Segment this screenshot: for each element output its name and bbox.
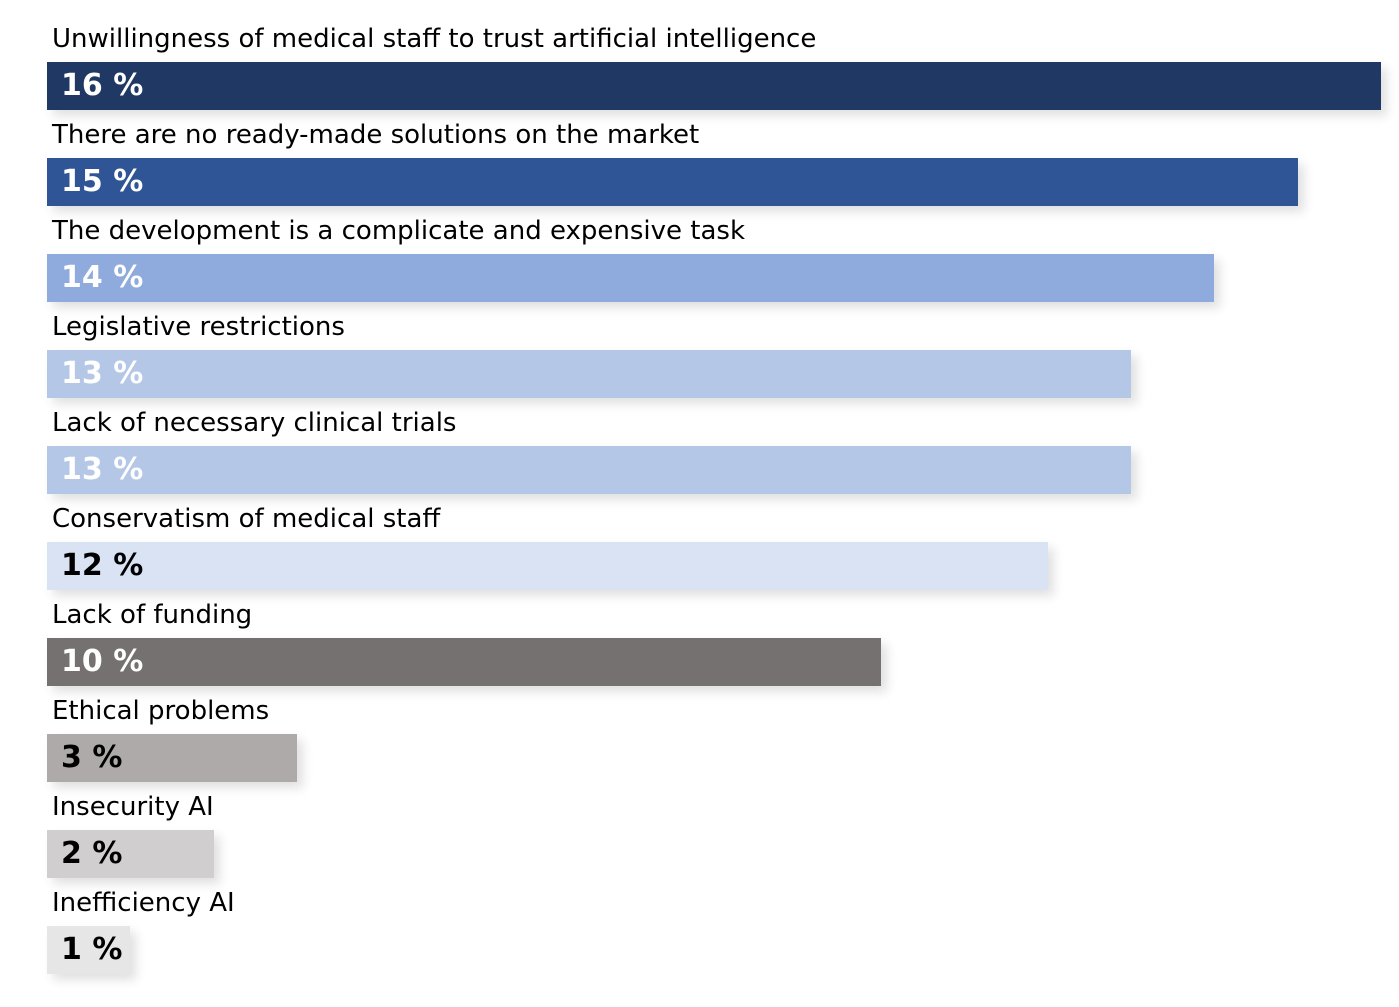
bar-value-label: 3 % [61, 740, 123, 775]
category-label: Conservatism of medical staff [52, 504, 441, 534]
bar-value-label: 15 % [61, 164, 144, 199]
bar-value-label: 12 % [61, 548, 144, 583]
category-label: Lack of necessary clinical trials [52, 408, 457, 438]
bar: 3 % [47, 734, 298, 782]
bar: 2 % [47, 830, 214, 878]
category-label: Inefficiency AI [52, 888, 235, 918]
bar-value-label: 13 % [61, 356, 144, 391]
category-label: Unwillingness of medical staff to trust … [52, 24, 817, 54]
bar-value-label: 16 % [61, 68, 144, 103]
category-label: Legislative restrictions [52, 312, 345, 342]
bar-value-label: 2 % [61, 836, 123, 871]
bar: 14 % [47, 254, 1215, 302]
bar: 16 % [47, 62, 1381, 110]
bar-value-label: 10 % [61, 644, 144, 679]
bar: 12 % [47, 542, 1048, 590]
bar-value-label: 14 % [61, 260, 144, 295]
category-label: Lack of funding [52, 600, 253, 630]
category-label: The development is a complicate and expe… [52, 216, 746, 246]
bar: 15 % [47, 158, 1298, 206]
bar: 13 % [47, 446, 1131, 494]
bar: 1 % [47, 926, 131, 974]
bar-value-label: 1 % [61, 932, 123, 967]
category-label: Ethical problems [52, 696, 270, 726]
bar: 10 % [47, 638, 881, 686]
bar: 13 % [47, 350, 1131, 398]
category-label: There are no ready-made solutions on the… [52, 120, 700, 150]
category-label: Insecurity AI [52, 792, 214, 822]
bar-value-label: 13 % [61, 452, 144, 487]
